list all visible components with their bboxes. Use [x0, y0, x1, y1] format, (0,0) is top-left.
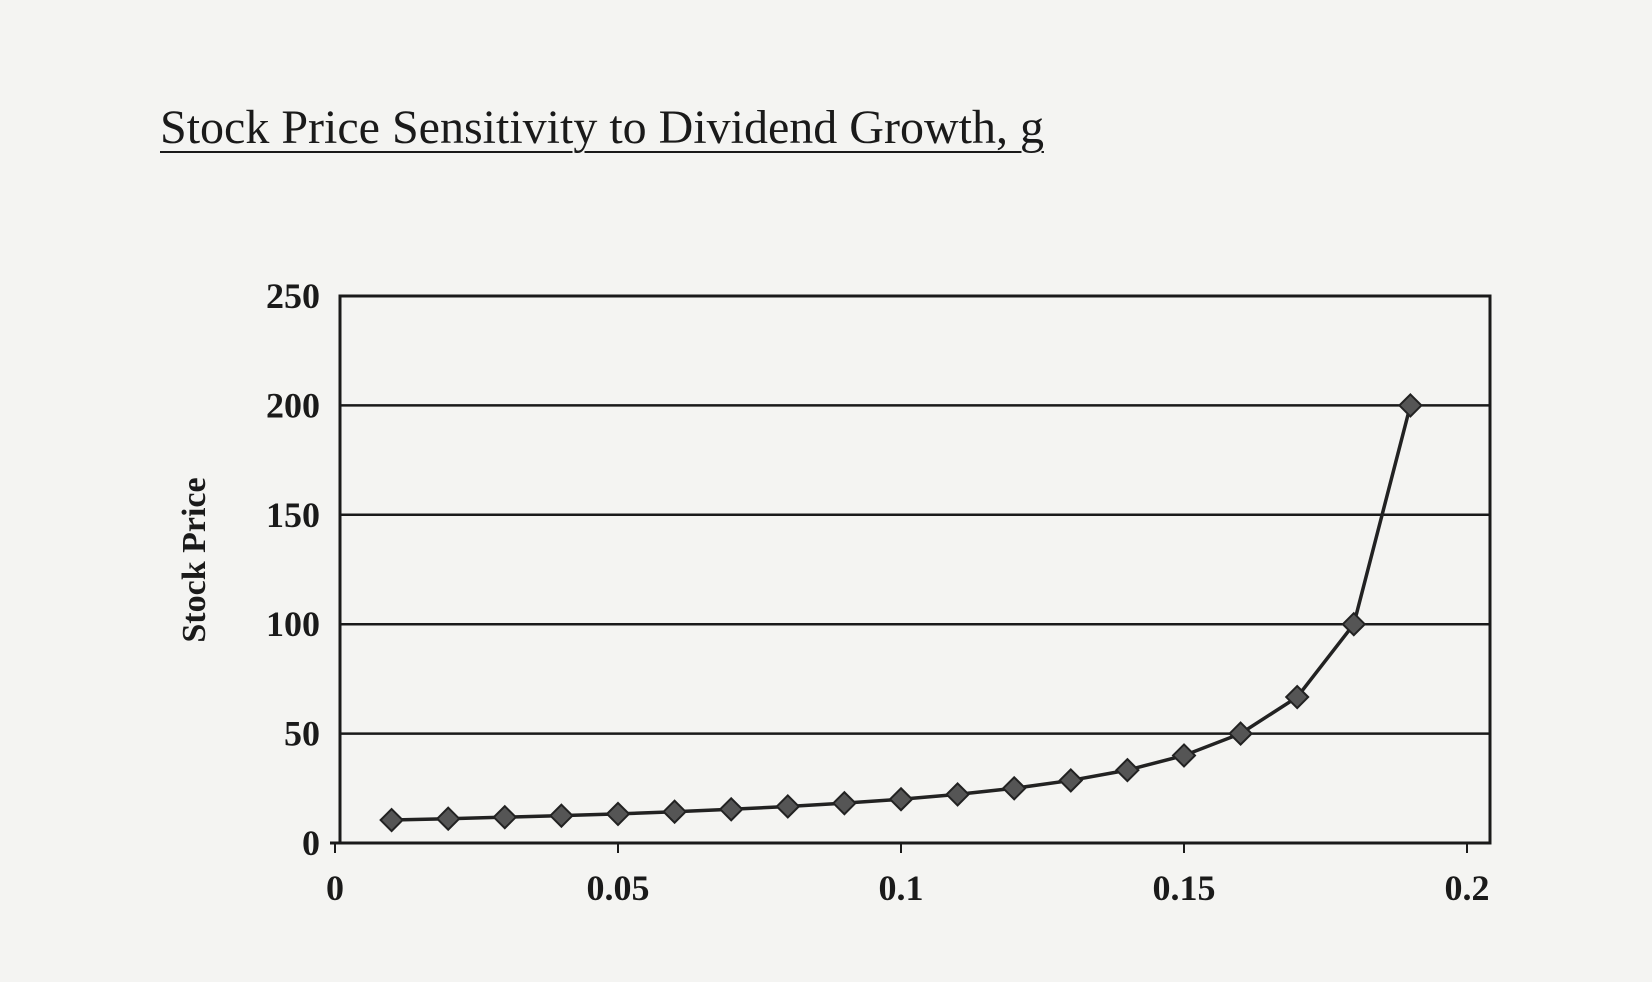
data-point — [1397, 392, 1423, 418]
x-tick-label: 0.05 — [587, 868, 650, 908]
data-points — [379, 392, 1423, 833]
data-point — [945, 782, 971, 807]
data-point — [1341, 611, 1367, 637]
data-point — [831, 790, 857, 816]
data-point — [775, 794, 801, 819]
data-point — [888, 786, 914, 812]
series-line — [391, 404, 1413, 822]
data-point — [1001, 775, 1027, 801]
y-tick-label: 250 — [266, 276, 320, 316]
data-point — [1228, 721, 1254, 747]
data-point — [718, 796, 744, 822]
data-point — [548, 803, 574, 829]
x-tick-label: 0.15 — [1153, 868, 1216, 908]
y-tick-label: 0 — [302, 823, 320, 863]
x-tick-label: 0 — [326, 868, 344, 908]
data-point — [379, 807, 405, 833]
x-tick-label: 0.2 — [1445, 868, 1490, 908]
chart-title: Stock Price Sensitivity to Dividend Grow… — [160, 101, 1044, 154]
data-point — [1171, 743, 1197, 768]
y-tick-label: 200 — [266, 385, 320, 425]
data-point — [1058, 768, 1084, 793]
data-point — [662, 799, 688, 825]
data-point — [1114, 757, 1140, 783]
data-point — [1284, 684, 1310, 710]
plot-area — [338, 294, 1492, 845]
x-tick-label: 0.1 — [879, 868, 924, 908]
y-tick-label: 50 — [284, 714, 320, 754]
data-point — [435, 806, 461, 832]
y-axis-label: Stock Price — [176, 477, 213, 642]
y-tick-label: 150 — [266, 495, 320, 535]
data-point — [492, 804, 518, 830]
tick-labels: 0 50 100 150 200 250 0 0.05 0.1 0.15 0.2 — [266, 276, 1490, 908]
y-tick-label: 100 — [266, 604, 320, 644]
gridlines — [330, 294, 1490, 853]
data-point — [605, 801, 631, 827]
